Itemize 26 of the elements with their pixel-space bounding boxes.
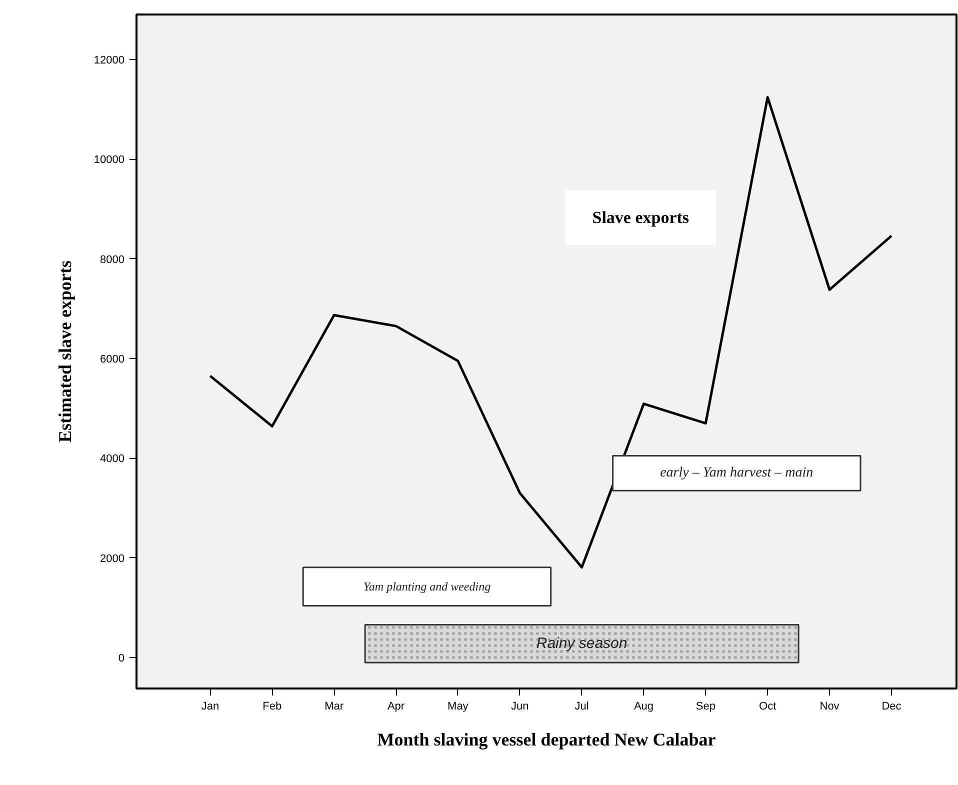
y-tick-label: 4000: [100, 453, 125, 466]
x-tick-label: Dec: [882, 700, 902, 712]
x-tick-label: Nov: [820, 700, 840, 712]
band-label: Rainy season: [536, 635, 628, 652]
y-tick-label: 10000: [94, 154, 125, 166]
band-label: early – Yam harvest – main: [660, 466, 814, 481]
y-axis-title: Estimated slave exports: [54, 260, 75, 442]
y-tick-label: 0: [118, 652, 125, 665]
y-tick-label: 8000: [100, 254, 125, 266]
y-tick-label: 2000: [100, 552, 125, 565]
x-tick-label: Jul: [574, 700, 589, 712]
y-tick-label: 6000: [100, 353, 125, 366]
text: Slave exports: [592, 208, 690, 227]
x-tick-label: Mar: [324, 700, 344, 712]
x-tick-label: Feb: [262, 700, 282, 712]
x-tick-label: Apr: [387, 700, 405, 712]
x-tick-label: Jun: [511, 700, 529, 712]
x-tick-label: Oct: [759, 700, 776, 712]
x-tick-label: Jan: [201, 700, 220, 712]
band-label: Yam planting and weeding: [363, 580, 491, 594]
x-tick-label: Sep: [696, 700, 716, 712]
y-tick-label: 12000: [94, 54, 125, 66]
x-tick-label: May: [448, 700, 469, 712]
x-tick-label: Aug: [634, 700, 654, 712]
x-axis-title: Month slaving vessel departed New Calabar: [377, 730, 716, 750]
line-series: [208, 96, 893, 569]
